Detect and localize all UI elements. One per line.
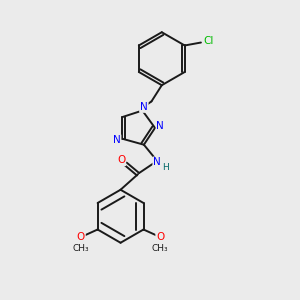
Text: CH₃: CH₃ [73, 244, 89, 253]
Text: N: N [153, 158, 161, 167]
Text: N: N [156, 122, 164, 131]
Text: CH₃: CH₃ [152, 244, 169, 253]
Text: H: H [162, 163, 169, 172]
Text: O: O [77, 232, 85, 242]
Text: N: N [113, 135, 121, 145]
Text: O: O [117, 155, 125, 165]
Text: O: O [156, 232, 164, 242]
Text: Cl: Cl [203, 36, 214, 46]
Text: N: N [140, 102, 148, 112]
